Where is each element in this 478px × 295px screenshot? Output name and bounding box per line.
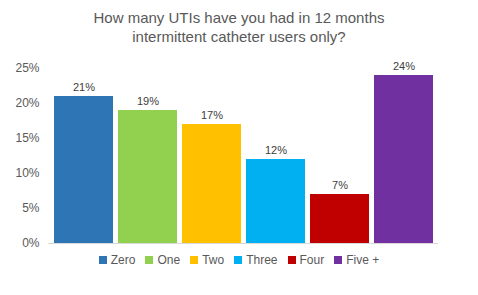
svg-text:7%: 7%: [332, 179, 348, 191]
svg-text:24%: 24%: [393, 60, 415, 72]
svg-text:20%: 20%: [15, 96, 39, 110]
svg-text:17%: 17%: [201, 109, 223, 121]
html-text:Four: Four: [299, 253, 325, 267]
svg-text:25%: 25%: [15, 61, 39, 75]
svg-text:12%: 12%: [265, 144, 287, 156]
svg-text:5%: 5%: [22, 201, 40, 215]
svg-text:15%: 15%: [15, 131, 39, 145]
svg-text:10%: 10%: [15, 166, 39, 180]
html-text:Two: Two: [202, 253, 225, 267]
svg-text:21%: 21%: [73, 81, 95, 93]
html-text:One: One: [157, 253, 181, 267]
svg-text:0%: 0%: [22, 236, 40, 250]
svg-text:19%: 19%: [137, 95, 159, 107]
html-text:Three: Three: [246, 253, 278, 267]
html-text:How many UTIs have you had in: How many UTIs have you had in 12 months …: [93, 9, 385, 45]
html-text:Zero: Zero: [110, 253, 136, 267]
html-text:Five +: Five +: [346, 253, 380, 267]
